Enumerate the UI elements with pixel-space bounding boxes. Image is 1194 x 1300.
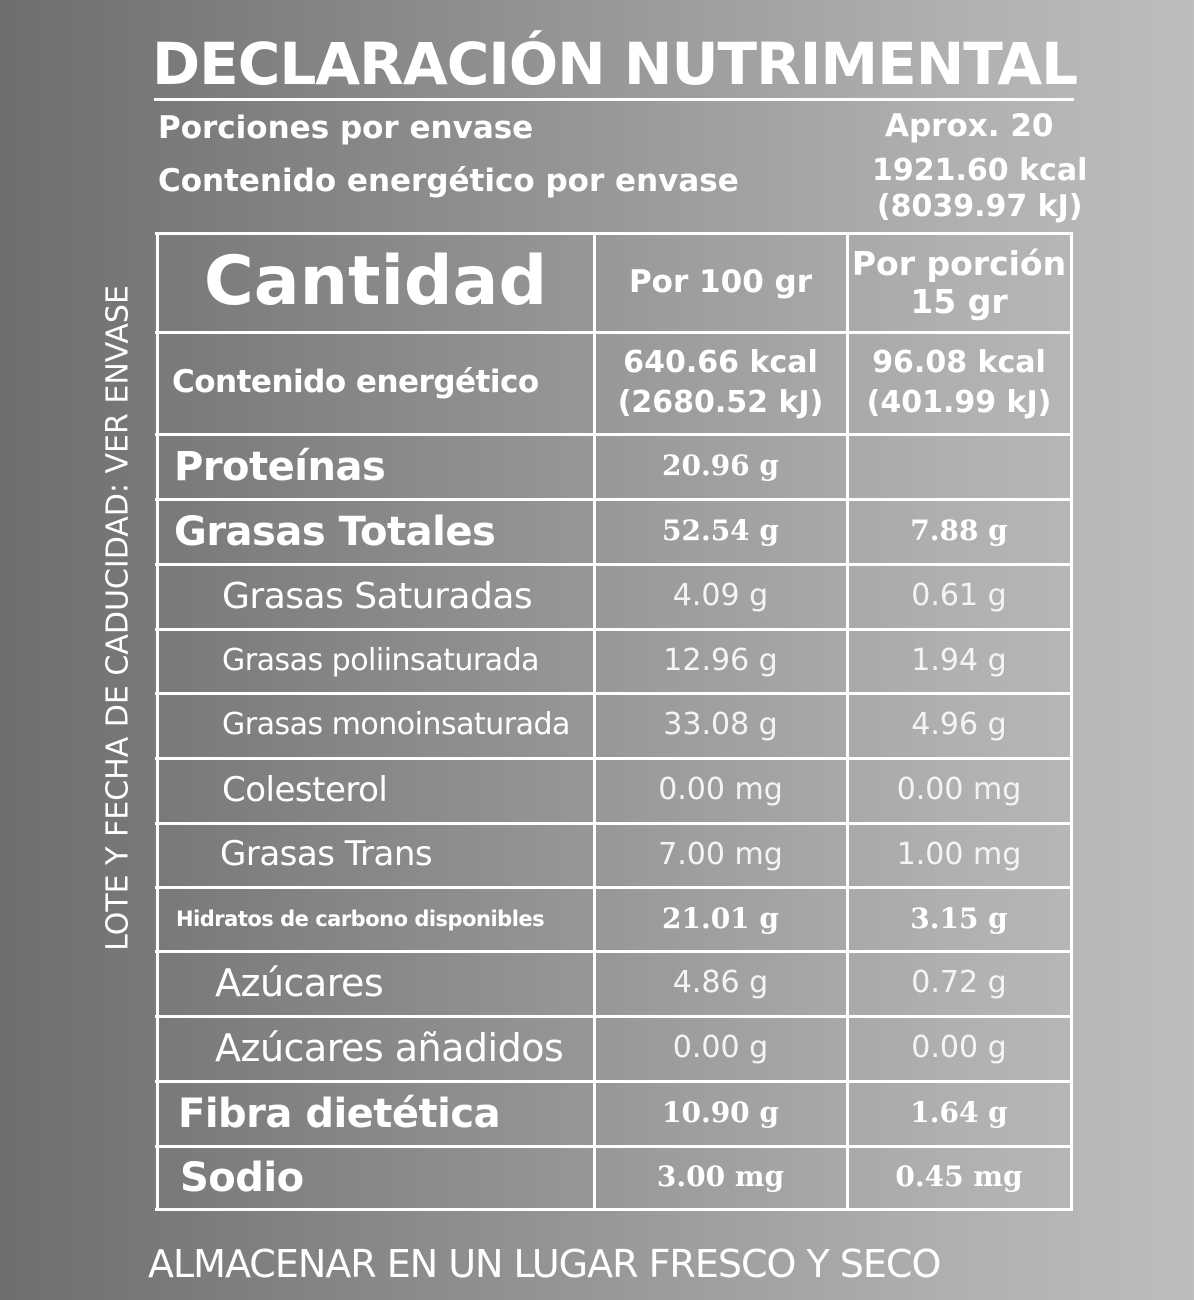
h-line xyxy=(155,1015,1073,1018)
footer: ALMACENAR EN UN LUGAR FRESCO Y SECO xyxy=(148,1242,941,1286)
h-line xyxy=(155,886,1073,889)
row-value: 4.96 g xyxy=(911,707,1007,743)
row-value: 1.64 g xyxy=(910,1096,1008,1130)
row-value xyxy=(847,434,1071,499)
row-label: Grasas Saturadas xyxy=(222,575,533,617)
row-label: Grasas poliinsaturada xyxy=(222,642,540,678)
h-line xyxy=(155,563,1073,566)
row-value: 0.45 mg xyxy=(895,1160,1023,1194)
row-value: 0.61 g xyxy=(911,578,1007,614)
v-line xyxy=(846,233,849,1209)
row-label: Fibra dietética xyxy=(178,1090,501,1137)
row-value: 0.00 mg xyxy=(658,772,783,808)
h-line xyxy=(155,1080,1073,1083)
row-value: 10.90 g xyxy=(661,1096,779,1130)
energy-kj: (8039.97 kJ) xyxy=(876,189,1083,224)
row-value: 12.96 g xyxy=(663,642,778,678)
rule xyxy=(154,98,1074,101)
energy-label: Contenido energético por envase xyxy=(158,163,739,199)
h-line xyxy=(155,498,1073,501)
row-label: Grasas Totales xyxy=(174,508,496,555)
row-label: Azúcares añadidos xyxy=(215,1025,564,1070)
row-value: 96.08 kcal (401.99 kJ) xyxy=(847,332,1071,434)
header-cell: Cantidad xyxy=(203,242,548,322)
side-note: LOTE Y FECHA DE CADUCIDAD: VER ENVASE xyxy=(100,285,136,951)
header-cell: Por 100 gr xyxy=(628,263,813,300)
row-value: 7.88 g xyxy=(910,514,1008,548)
row-value: 3.15 g xyxy=(910,901,1008,935)
cell-line: Por porción xyxy=(851,243,1067,283)
title: DECLARACIÓN NUTRIMENTAL xyxy=(152,30,1078,98)
v-line xyxy=(1070,233,1073,1209)
row-value: 20.96 g xyxy=(661,449,779,483)
v-line xyxy=(593,233,596,1209)
row-label: Hidratos de carbono disponibles xyxy=(176,906,545,931)
cell-line: 96.08 kcal xyxy=(872,345,1046,380)
row-value: 640.66 kcal (2680.52 kJ) xyxy=(594,332,847,434)
row-label: Colesterol xyxy=(222,769,388,810)
row-value: 4.09 g xyxy=(672,578,769,614)
energy-kcal: 1921.60 kcal xyxy=(872,153,1088,188)
row-label: Sodio xyxy=(180,1154,304,1201)
cell-line: (2680.52 kJ) xyxy=(617,385,824,420)
h-line xyxy=(155,757,1073,760)
row-value: 52.54 g xyxy=(661,514,779,548)
row-label: Azúcares xyxy=(215,960,384,1005)
servings-label: Porciones por envase xyxy=(158,110,534,146)
row-value: 3.00 mg xyxy=(656,1160,785,1194)
h-line xyxy=(155,331,1073,334)
energy-value: 1921.60 kcal (8039.97 kJ) xyxy=(872,153,1087,225)
row-label: Proteínas xyxy=(174,443,386,490)
row-value: 0.00 mg xyxy=(896,772,1022,808)
row-value: 1.00 mg xyxy=(896,836,1022,872)
cell-line: 15 gr xyxy=(910,281,1008,321)
row-value: 4.86 g xyxy=(672,965,769,1001)
row-label: Contenido energético xyxy=(172,364,539,401)
row-value: 7.00 mg xyxy=(658,836,783,872)
row-value: 33.08 g xyxy=(663,707,778,743)
h-line xyxy=(155,1208,1073,1211)
row-label: Grasas monoinsaturada xyxy=(222,707,570,743)
v-line xyxy=(156,233,159,1209)
servings-value: Aprox. 20 xyxy=(885,108,1054,144)
h-line xyxy=(155,822,1073,825)
h-line xyxy=(155,950,1073,953)
h-line xyxy=(155,1145,1073,1148)
row-value: 0.00 g xyxy=(911,1030,1007,1066)
h-line xyxy=(155,692,1073,695)
h-line xyxy=(155,232,1073,235)
row-label: Grasas Trans xyxy=(220,834,433,875)
cell-line: 640.66 kcal xyxy=(623,345,818,380)
h-line xyxy=(155,433,1073,436)
h-line xyxy=(155,628,1073,631)
row-value: 1.94 g xyxy=(911,642,1007,678)
header-cell: Por porción 15 gr xyxy=(847,233,1071,332)
row-value: 21.01 g xyxy=(661,901,779,935)
row-value: 0.00 g xyxy=(672,1030,769,1066)
row-value: 0.72 g xyxy=(911,965,1007,1001)
cell-line: (401.99 kJ) xyxy=(866,385,1052,420)
